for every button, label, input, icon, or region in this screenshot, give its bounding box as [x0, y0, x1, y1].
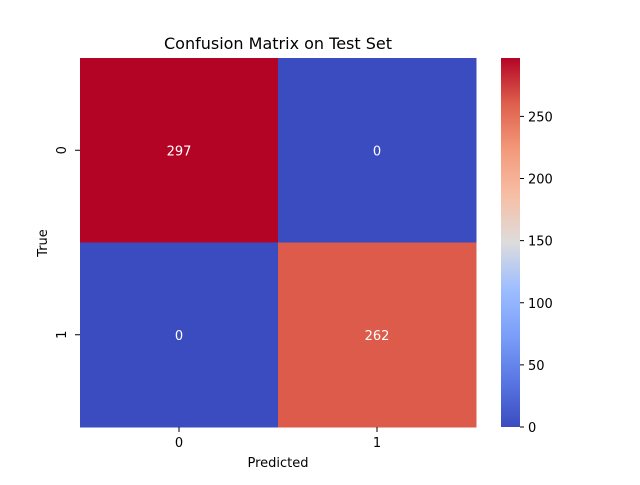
y-tick-label: 0: [55, 146, 70, 154]
heatmap-cell: [80, 58, 279, 243]
cell-value-label: 262: [365, 329, 390, 344]
colorbar-ticks: 0 50 100 150 200 250: [520, 110, 553, 436]
colorbar-tick-label: 150: [528, 235, 553, 250]
y-tick-label: 1: [55, 331, 70, 339]
heatmap-cell: [278, 242, 477, 428]
heatmap-cells: 297 0 0 262: [80, 58, 477, 428]
chart-title: Confusion Matrix on Test Set: [164, 34, 392, 53]
colorbar-tick-label: 0: [528, 421, 536, 436]
cell-value-label: 297: [167, 144, 192, 159]
colorbar: [501, 58, 520, 427]
x-tick-label: 0: [175, 436, 183, 451]
y-axis-label: True: [36, 229, 51, 258]
colorbar-tick-label: 100: [528, 297, 553, 312]
x-tick-label: 1: [373, 436, 381, 451]
colorbar-tick-label: 250: [528, 110, 553, 125]
x-axis-label: Predicted: [247, 456, 308, 471]
cell-value-label: 0: [175, 329, 183, 344]
heatmap-cell: [80, 242, 279, 428]
heatmap-cell: [278, 58, 477, 243]
colorbar-tick-label: 200: [528, 173, 553, 188]
y-axis-ticks: 01: [55, 146, 80, 339]
cell-value-label: 0: [373, 144, 381, 159]
colorbar-tick-label: 50: [528, 359, 545, 374]
